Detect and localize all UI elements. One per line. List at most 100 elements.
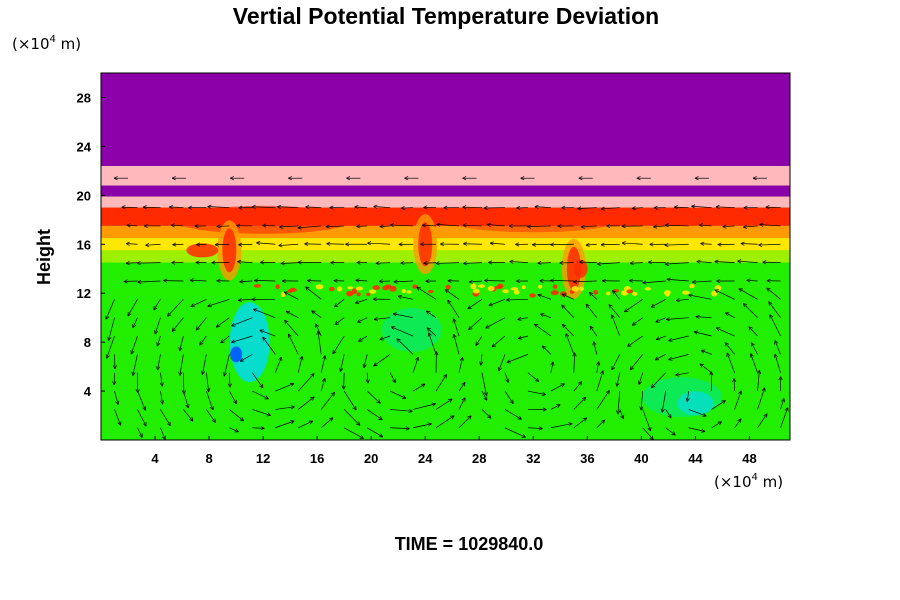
warm-layer	[453, 212, 614, 233]
layer-tropopause_band-1	[101, 165, 790, 186]
wind-vector	[550, 383, 565, 392]
wind-vector	[121, 205, 138, 210]
wind-vector	[285, 310, 299, 318]
wind-vector	[616, 391, 621, 415]
wind-vector	[508, 223, 528, 229]
wind-vector	[596, 361, 601, 373]
wind-vector	[738, 288, 758, 300]
wind-vector	[125, 261, 138, 266]
wind-vector	[762, 260, 781, 265]
wind-vector	[195, 260, 207, 265]
wind-vector	[458, 415, 472, 429]
y-axis-label: Height	[34, 229, 54, 285]
wind-vector	[572, 352, 577, 373]
wind-vector	[125, 241, 138, 246]
wind-vector	[504, 409, 522, 420]
wind-vector	[714, 289, 735, 300]
interface-speckle	[346, 290, 354, 297]
wind-vector	[515, 242, 528, 247]
wind-vector	[565, 333, 575, 355]
interface-speckle	[368, 289, 377, 294]
wind-vector	[334, 317, 345, 325]
wind-vector	[311, 310, 322, 318]
wind-vector	[498, 354, 506, 372]
wind-vector	[774, 353, 781, 373]
x-tick-label: 16	[310, 451, 324, 466]
wind-vector	[354, 204, 368, 210]
layer-tropopause_band-3	[101, 196, 790, 208]
wind-vector	[608, 304, 621, 318]
wind-vector	[252, 390, 269, 400]
cool-core	[677, 391, 714, 416]
wind-vector	[392, 312, 414, 319]
wind-vector	[579, 260, 597, 265]
wind-vector	[714, 259, 735, 264]
wind-vector	[279, 224, 299, 229]
wind-vector	[578, 176, 593, 181]
wind-vector	[199, 335, 207, 346]
wind-vector	[107, 317, 115, 341]
wind-vector	[758, 242, 781, 247]
wind-vector	[539, 278, 551, 283]
wind-vector	[130, 335, 138, 355]
interface-speckle	[571, 286, 579, 292]
interface-speckle	[579, 286, 585, 291]
wind-vector	[397, 294, 414, 300]
wind-vector	[759, 222, 781, 227]
interface-speckle	[280, 291, 286, 298]
wind-vector	[619, 409, 625, 420]
wind-vector	[366, 409, 383, 421]
wind-vector	[580, 224, 597, 229]
x-tick-label: 36	[580, 451, 594, 466]
wind-vector	[427, 332, 437, 355]
wind-vector	[287, 333, 299, 355]
wind-vector	[715, 204, 735, 210]
wind-vector	[262, 336, 276, 355]
wind-vector	[691, 204, 712, 209]
wind-vector	[649, 242, 666, 247]
wind-vector	[725, 312, 735, 318]
wind-vector	[229, 409, 245, 422]
wind-vector	[752, 176, 768, 181]
wind-vector	[506, 297, 528, 302]
interface-speckle	[711, 290, 718, 297]
wind-vector	[588, 291, 598, 300]
x-tick-label: 32	[526, 451, 540, 466]
wind-vector	[356, 260, 368, 265]
y-axis-unit: (×104 m)	[12, 34, 81, 53]
wind-vector	[341, 372, 346, 390]
wind-vector	[740, 241, 758, 246]
wind-vector	[325, 224, 345, 229]
wind-vector	[421, 223, 437, 228]
wind-vector	[396, 338, 414, 355]
wind-vector	[722, 224, 735, 229]
wind-vector	[447, 278, 460, 283]
wind-vector	[650, 299, 666, 308]
wind-vector	[542, 345, 552, 355]
wind-vector	[189, 278, 207, 283]
wind-vector	[488, 298, 506, 307]
layer-stratosphere-2	[101, 185, 790, 197]
wind-vector	[393, 279, 414, 284]
wind-vector	[458, 357, 464, 373]
wind-vector	[769, 314, 781, 337]
wind-vector	[561, 323, 575, 337]
wind-vector	[426, 310, 437, 318]
wind-vector	[486, 222, 505, 227]
wind-vector	[345, 242, 368, 247]
wind-vector	[504, 372, 510, 383]
wind-vector	[484, 278, 505, 283]
interface-speckle	[337, 286, 343, 292]
wind-vector	[178, 354, 184, 376]
wind-vector	[561, 293, 574, 300]
wind-vector	[452, 333, 460, 355]
x-tick-label: 4	[151, 451, 159, 466]
wind-vector	[135, 372, 140, 394]
wind-vector	[214, 242, 230, 247]
wind-vector	[489, 241, 505, 246]
chart-title: Vertial Potential Temperature Deviation	[233, 3, 659, 29]
wind-vector	[136, 261, 161, 266]
wind-vector	[479, 354, 484, 366]
wind-vector	[742, 302, 758, 318]
wind-vector	[423, 205, 437, 210]
